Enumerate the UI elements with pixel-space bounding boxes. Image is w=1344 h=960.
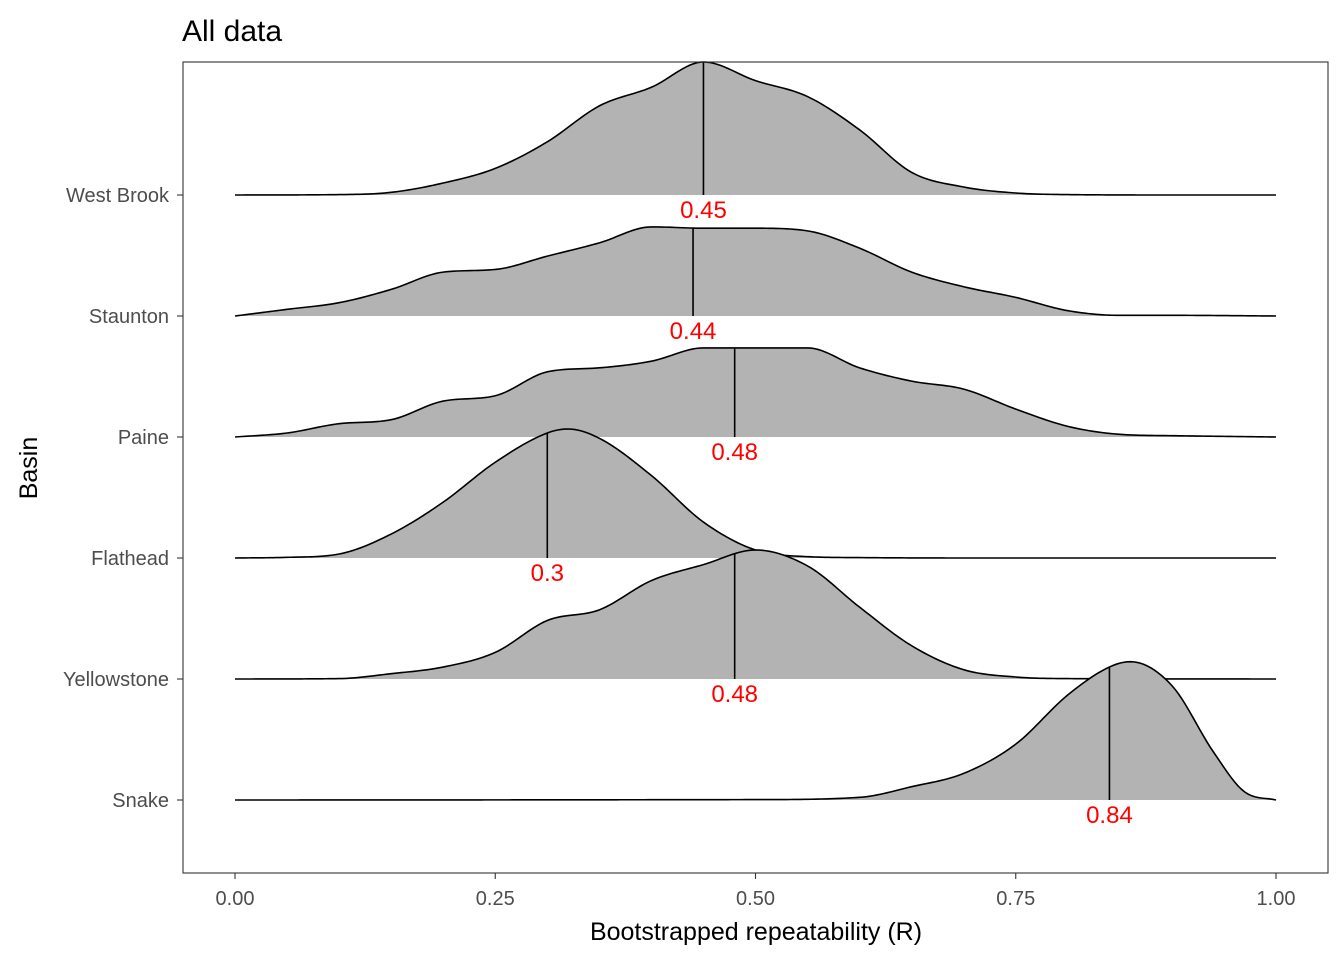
ridge-outline-snake (235, 660, 1277, 801)
y-axis: West Brook Staunton Paine Flathead Yellowsto… (63, 185, 183, 812)
ridge-outline-paine (234, 347, 1277, 438)
x-axis: 0.00 0.25 0.50 0.75 1.00 (216, 873, 1296, 910)
ridge-outline-west-brook (234, 61, 1276, 196)
ridge-fill-yellowstone (235, 549, 1276, 679)
x-tick-label-3: 0.75 (996, 888, 1035, 910)
median-label-snake: 0.84 (1086, 802, 1133, 829)
ridges-layer (234, 61, 1277, 801)
ridge-fill-flathead (235, 428, 1276, 558)
y-tick-label-west-brook: West Brook (66, 185, 170, 207)
median-label-yellowstone: 0.48 (711, 681, 758, 708)
ridge-outline-staunton (234, 226, 1277, 317)
y-axis-title: Basin (15, 437, 43, 500)
x-tick-label-0: 0.00 (216, 888, 255, 910)
ridge-fill-staunton (235, 226, 1276, 316)
median-labels-layer: 0.45 0.44 0.48 0.3 0.48 0.84 (531, 197, 1133, 829)
y-tick-label-yellowstone: Yellowstone (63, 669, 169, 691)
x-tick-label-1: 0.25 (476, 888, 515, 910)
medians-layer (546, 62, 1111, 800)
x-axis-title: Bootstrapped repeatability (R) (590, 918, 922, 946)
median-label-paine: 0.48 (711, 439, 758, 466)
y-tick-label-snake: Snake (112, 790, 169, 812)
x-tick-label-4: 1.00 (1257, 888, 1296, 910)
median-label-flathead: 0.3 (531, 560, 564, 587)
ridge-fill-paine (235, 347, 1276, 437)
y-tick-label-paine: Paine (118, 427, 169, 449)
y-tick-label-staunton: Staunton (89, 306, 169, 328)
y-tick-label-flathead: Flathead (91, 548, 169, 570)
median-label-west-brook: 0.45 (680, 197, 727, 224)
ridge-fill-west-brook (235, 62, 1276, 195)
x-tick-label-2: 0.50 (736, 888, 775, 910)
ridge-fill-snake (235, 661, 1276, 800)
chart-title: All data (182, 15, 282, 48)
median-label-staunton: 0.44 (670, 318, 717, 345)
